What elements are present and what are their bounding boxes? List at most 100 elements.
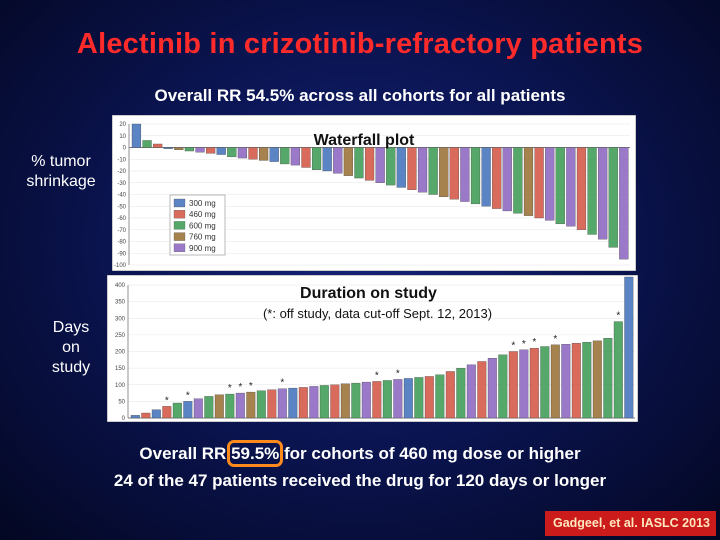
duration-bar bbox=[162, 406, 172, 419]
legend-label: 460 mg bbox=[189, 210, 216, 219]
waterfall-bar bbox=[502, 147, 512, 212]
off-study-marker: * bbox=[375, 370, 379, 381]
waterfall-bar bbox=[258, 147, 269, 161]
waterfall-bar bbox=[566, 147, 576, 227]
waterfall-y-axis-label: % tumor shrinkage bbox=[18, 152, 104, 192]
duration-bar bbox=[466, 364, 476, 419]
duration-y-tick-label: 400 bbox=[115, 283, 126, 289]
waterfall-bar bbox=[576, 147, 587, 230]
duration-bar bbox=[624, 276, 634, 419]
duration-y-tick-label: 150 bbox=[115, 366, 126, 372]
slide-subtitle: Overall RR 54.5% across all cohorts for … bbox=[154, 86, 566, 105]
duration-bar bbox=[246, 391, 256, 419]
waterfall-bar bbox=[237, 147, 248, 159]
duration-bar bbox=[487, 358, 497, 419]
waterfall-bar bbox=[195, 147, 205, 153]
duration-subtitle: (*: off study, data cut-off Sept. 12, 20… bbox=[263, 306, 492, 321]
highlighted-response-rate: 59.5% bbox=[227, 440, 284, 467]
duration-bar bbox=[330, 384, 340, 419]
waterfall-bar bbox=[206, 147, 216, 154]
waterfall-bar bbox=[248, 147, 258, 160]
duration-y-tick-label: 350 bbox=[115, 300, 126, 306]
waterfall-bar bbox=[343, 147, 353, 176]
waterfall-y-label-line-2: shrinkage bbox=[26, 173, 96, 190]
duration-bar bbox=[445, 371, 455, 419]
waterfall-bar bbox=[523, 147, 534, 216]
summary-line-1-post: for cohorts of 460 mg dose or higher bbox=[284, 444, 581, 463]
duration-bar bbox=[351, 382, 361, 419]
duration-y-tick-label: 50 bbox=[118, 399, 125, 405]
duration-bar bbox=[361, 381, 371, 419]
waterfall-bar bbox=[333, 147, 343, 174]
duration-y-label-line-1: Days bbox=[52, 319, 90, 336]
waterfall-bar bbox=[131, 123, 142, 148]
waterfall-bar bbox=[290, 147, 300, 166]
legend-label: 600 mg bbox=[189, 221, 216, 230]
waterfall-y-tick-label: 10 bbox=[119, 134, 126, 140]
duration-bar bbox=[172, 402, 182, 419]
duration-bar bbox=[267, 389, 277, 419]
duration-bar bbox=[225, 393, 235, 419]
duration-bar bbox=[403, 378, 413, 419]
legend-swatch bbox=[173, 198, 186, 208]
legend-label: 900 mg bbox=[189, 244, 216, 253]
waterfall-y-tick-label: -100 bbox=[114, 263, 127, 269]
waterfall-bar bbox=[417, 147, 428, 193]
waterfall-y-tick-label: -20 bbox=[117, 169, 126, 175]
waterfall-bar bbox=[386, 147, 396, 186]
duration-bar bbox=[298, 387, 308, 419]
waterfall-bar bbox=[163, 147, 173, 149]
duration-y-label-line-3: study bbox=[51, 359, 91, 376]
legend-swatch bbox=[173, 210, 186, 219]
legend-label: 300 mg bbox=[189, 199, 216, 208]
waterfall-y-tick-label: 0 bbox=[123, 146, 127, 152]
duration-bar bbox=[519, 349, 529, 419]
waterfall-bar bbox=[608, 147, 618, 248]
waterfall-title: Waterfall plot bbox=[314, 132, 415, 149]
summary-line-1-pre: Overall RR bbox=[139, 444, 227, 463]
slide-title: Alectinib in crizotinib-refractory patie… bbox=[76, 28, 644, 60]
duration-bar bbox=[130, 415, 140, 419]
duration-bar bbox=[571, 343, 581, 419]
waterfall-bar bbox=[545, 147, 555, 221]
off-study-marker: * bbox=[228, 383, 232, 394]
duration-bar bbox=[561, 344, 571, 419]
duration-bar bbox=[414, 377, 424, 419]
duration-bar bbox=[435, 374, 445, 419]
waterfall-y-tick-label: 20 bbox=[119, 122, 126, 128]
waterfall-bar bbox=[439, 147, 449, 197]
waterfall-bar bbox=[354, 147, 364, 179]
duration-bar bbox=[235, 392, 245, 419]
off-study-marker: * bbox=[522, 339, 526, 350]
waterfall-bar bbox=[555, 147, 565, 225]
legend-swatch bbox=[173, 243, 186, 252]
summary-line-2: 24 of the 47 patients received the drug … bbox=[113, 471, 607, 490]
duration-bar bbox=[456, 367, 466, 419]
off-study-marker: * bbox=[616, 311, 620, 322]
duration-bar bbox=[256, 390, 266, 419]
waterfall-bar bbox=[587, 147, 597, 235]
duration-bar bbox=[141, 412, 151, 419]
duration-bar bbox=[477, 361, 487, 419]
duration-chart: 0 50 100 150 200 250 300 350 400 * * * * * * * * * * * * * Dur… bbox=[107, 275, 638, 422]
waterfall-bar bbox=[460, 147, 470, 202]
duration-bar bbox=[550, 344, 560, 419]
duration-bar bbox=[309, 386, 319, 419]
duration-bar bbox=[214, 394, 224, 419]
waterfall-bar bbox=[311, 147, 322, 170]
duration-bar bbox=[529, 348, 539, 419]
duration-bar bbox=[540, 346, 550, 419]
duration-bar bbox=[204, 396, 214, 419]
legend-label: 760 mg bbox=[189, 233, 216, 242]
duration-bar bbox=[498, 354, 508, 419]
waterfall-y-tick-label: -60 bbox=[117, 216, 126, 222]
waterfall-bar bbox=[492, 147, 502, 209]
waterfall-bar bbox=[449, 147, 459, 200]
duration-bar bbox=[424, 376, 434, 419]
waterfall-y-tick-label: -10 bbox=[117, 157, 126, 163]
off-study-marker: * bbox=[396, 368, 400, 379]
waterfall-bar bbox=[153, 143, 163, 148]
waterfall-bar bbox=[481, 147, 491, 207]
duration-bar bbox=[340, 383, 350, 419]
duration-y-tick-label: 0 bbox=[122, 416, 126, 422]
